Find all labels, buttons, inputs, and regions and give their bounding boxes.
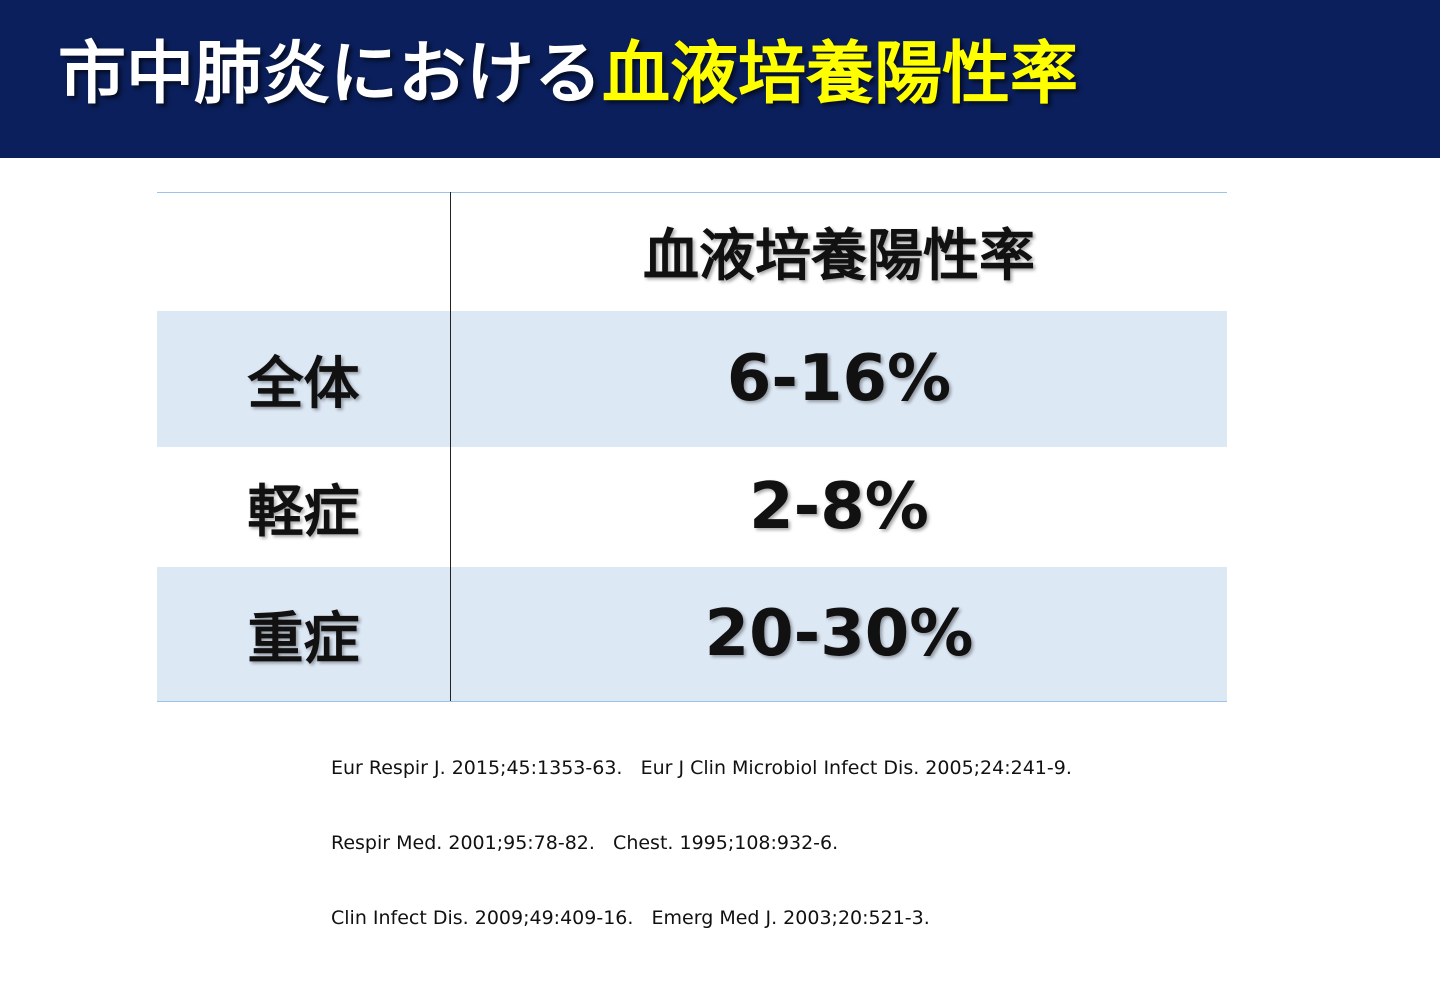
column-header: 血液培養陽性率 <box>643 224 1035 289</box>
row-label: 軽症 <box>247 479 360 545</box>
title-highlight: 血液培養陽性率 <box>602 35 1079 114</box>
slide: 市中肺炎における血液培養陽性率 血液培養陽性率 全体 6-16% 軽症 2-8%… <box>0 0 1440 929</box>
title: 市中肺炎における血液培養陽性率 <box>58 30 1078 120</box>
table: 血液培養陽性率 全体 6-16% 軽症 2-8% 重症 20-30% <box>157 192 1227 702</box>
column-divider <box>450 192 451 701</box>
reference-line: Clin Infect Dis. 2009;49:409-16. Emerg M… <box>331 907 930 929</box>
row-label: 重症 <box>247 606 360 672</box>
table-row: 重症 20-30% <box>157 567 1227 701</box>
cell-value: 20-30% <box>704 597 974 671</box>
cell-value: 6-16% <box>726 342 952 416</box>
row-label: 全体 <box>247 351 360 417</box>
cell-value: 2-8% <box>749 470 929 544</box>
title-part: 市中肺炎における <box>58 35 603 114</box>
table-row: 軽症 2-8% <box>157 447 1227 567</box>
header-band <box>0 0 1440 158</box>
table-border <box>157 192 1227 193</box>
table-border <box>157 701 1227 702</box>
reference-line: Eur Respir J. 2015;45:1353-63. Eur J Cli… <box>331 757 1072 779</box>
table-row: 全体 6-16% <box>157 311 1227 447</box>
reference-line: Respir Med. 2001;95:78-82. Chest. 1995;1… <box>331 832 839 854</box>
header-row: 血液培養陽性率 <box>157 192 1227 311</box>
references: Eur Respir J. 2015;45:1353-63. Eur J Cli… <box>331 706 1072 981</box>
